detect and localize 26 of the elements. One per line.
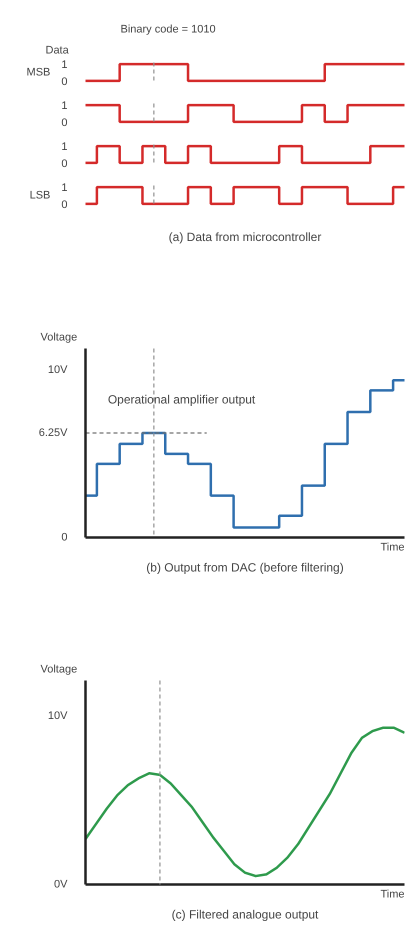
y-tick-label: 0 [61, 158, 68, 170]
y-tick-label: 0 [61, 116, 68, 129]
y-axis-title: Voltage [40, 664, 78, 676]
y-tick-label: 1 [61, 141, 68, 154]
y-axis-title: Voltage [40, 332, 78, 344]
y-tick-label: 0 [61, 76, 68, 88]
y-axis-title: MSB [26, 66, 50, 78]
y-tick-label: 0V [54, 878, 68, 890]
line-series [86, 726, 404, 878]
y-tick-label: 10V [48, 364, 68, 376]
text: (c) Filtered analogue output [172, 908, 320, 922]
x-axis-title: Time [380, 888, 405, 900]
y-tick-label: 1 [61, 182, 68, 194]
chart-title: Data [46, 44, 70, 56]
y-tick-label: 6.25V [38, 426, 68, 439]
text: Operational amplifier output [108, 392, 256, 407]
x-axis-title: Time [380, 542, 405, 554]
y-tick-label: 1 [61, 100, 68, 112]
text: (a) Data from microcontroller [168, 230, 322, 244]
y-tick-label: 10V [48, 710, 68, 722]
text: (b) Output from DAC (before filtering) [146, 560, 344, 574]
y-tick-label: 0 [61, 532, 68, 544]
y-tick-label: 0 [61, 198, 68, 211]
text: Binary code = 1010 [120, 24, 216, 36]
y-axis-title: LSB [30, 190, 50, 202]
y-tick-label: 1 [61, 59, 68, 72]
